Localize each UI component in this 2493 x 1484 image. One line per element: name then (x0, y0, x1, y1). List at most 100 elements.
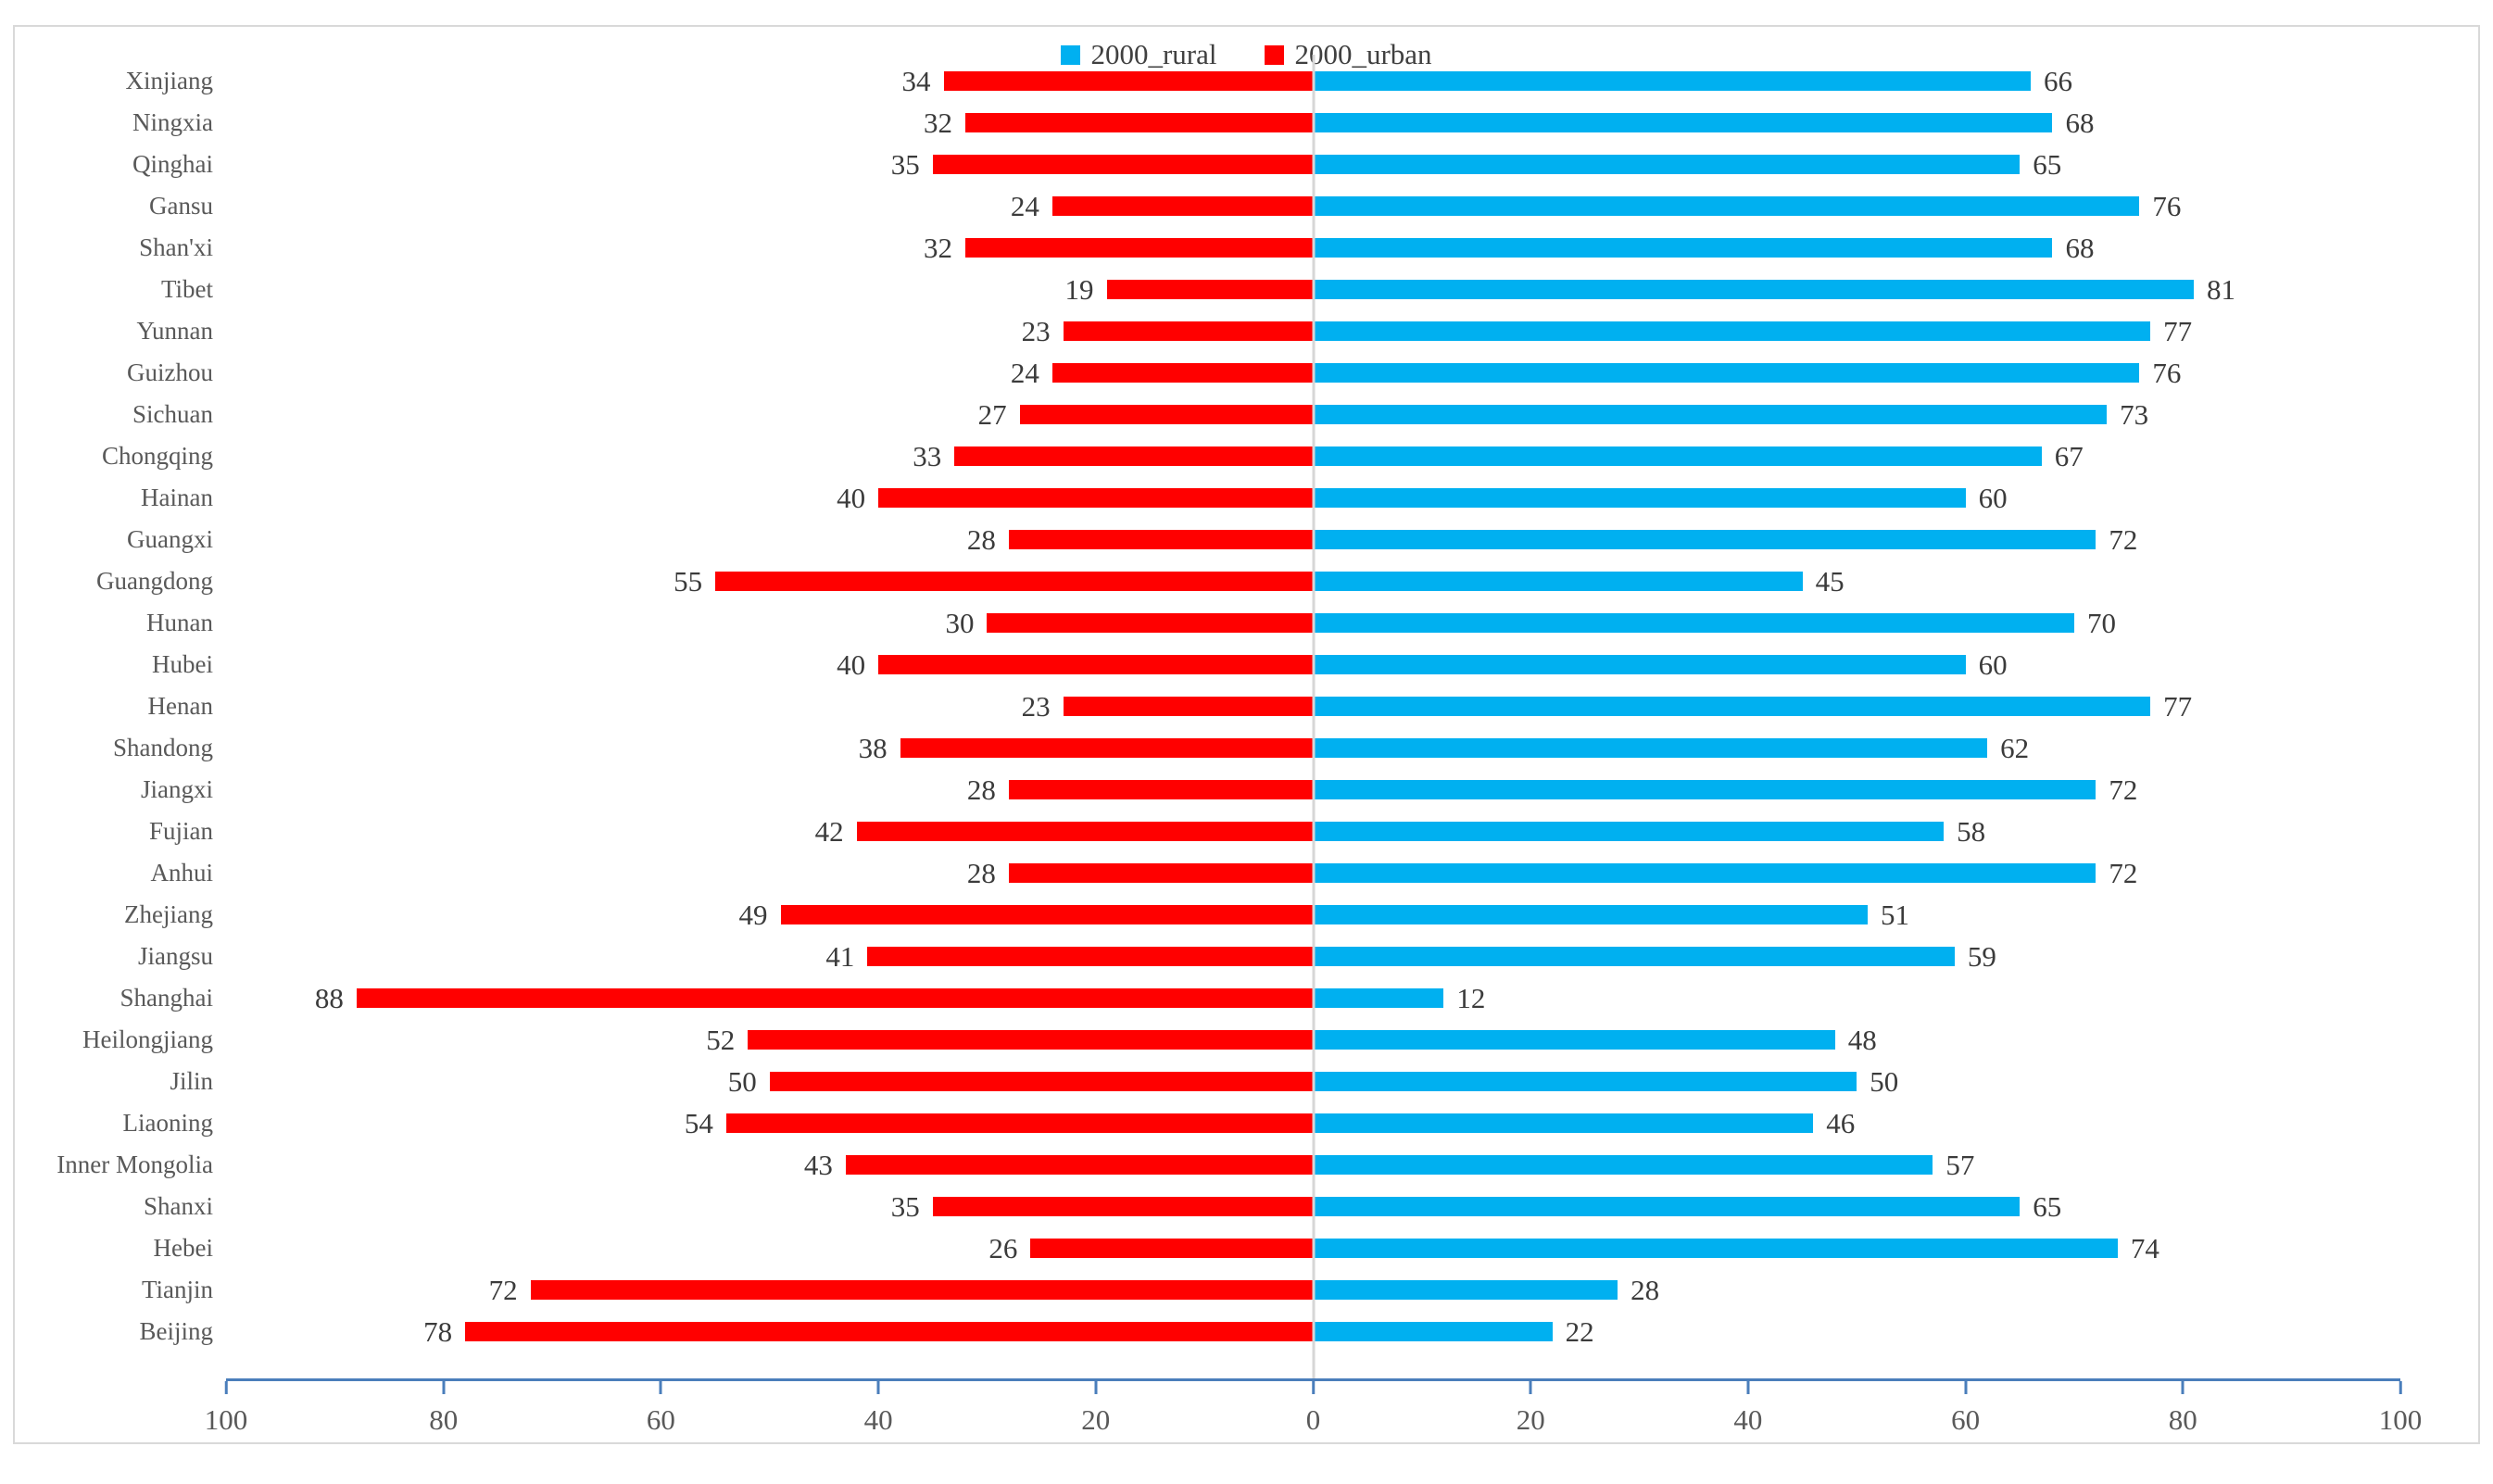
rural-bar (1313, 780, 2096, 799)
rural-value-label: 58 (1957, 815, 1986, 848)
province-label: Shanghai (120, 984, 214, 1012)
tick-label: 60 (1951, 1403, 1981, 1436)
tick-label: 80 (429, 1403, 459, 1436)
province-label: Hunan (146, 609, 213, 636)
chart-row: Guizhou 24 76 (15, 352, 2478, 394)
row-plot: 35 65 (226, 1186, 2400, 1227)
chart-row: Heilongjiang 52 48 (15, 1019, 2478, 1061)
rural-bar (1313, 655, 1966, 674)
province-label: Heilongjiang (82, 1025, 213, 1053)
chart-rows: Xinjiang 34 66 Ningxia 32 68 Qinghai 35 … (15, 55, 2478, 1378)
urban-bar (1106, 280, 1314, 299)
tick-label: 20 (1516, 1403, 1545, 1436)
urban-bar (932, 1197, 1314, 1216)
urban-bar (954, 446, 1314, 466)
rural-bar (1313, 988, 1444, 1008)
urban-value-label: 40 (837, 482, 866, 514)
province-label: Tianjin (141, 1276, 213, 1303)
urban-value-label: 23 (1021, 315, 1051, 347)
rural-bar (1313, 905, 1868, 924)
chart-frame: 2000_rural 2000_urban Xinjiang 34 66 Nin… (13, 25, 2480, 1444)
rural-bar (1313, 321, 2151, 341)
tick-label: 20 (1081, 1403, 1111, 1436)
rural-value-label: 76 (2152, 357, 2182, 389)
row-plot: 54 46 (226, 1102, 2400, 1144)
rural-value-label: 45 (1815, 565, 1845, 597)
urban-bar (769, 1072, 1314, 1091)
rural-value-label: 59 (1967, 940, 1996, 973)
rural-value-label: 57 (1945, 1149, 1975, 1181)
tick-mark (2181, 1381, 2185, 1394)
chart-row: Fujian 42 58 (15, 811, 2478, 852)
urban-bar (748, 1030, 1314, 1050)
row-plot: 41 59 (226, 936, 2400, 977)
chart-row: Jilin 50 50 (15, 1061, 2478, 1102)
rural-bar (1313, 697, 2151, 716)
urban-bar (1051, 363, 1314, 383)
tick-mark (1964, 1381, 1968, 1394)
rural-value-label: 46 (1826, 1107, 1856, 1139)
urban-bar (900, 738, 1314, 758)
chart-row: Tianjin 72 28 (15, 1269, 2478, 1311)
urban-value-label: 88 (314, 982, 344, 1014)
rural-value-label: 72 (2109, 857, 2138, 889)
province-label: Hainan (141, 484, 213, 511)
chart-row: Henan 23 77 (15, 685, 2478, 727)
row-plot: 55 45 (226, 560, 2400, 602)
tick-mark (1529, 1381, 1532, 1394)
rural-value-label: 73 (2120, 398, 2149, 431)
tick-mark (2399, 1381, 2402, 1394)
row-plot: 28 72 (226, 852, 2400, 894)
chart-row: Guangdong 55 45 (15, 560, 2478, 602)
row-plot: 35 65 (226, 144, 2400, 185)
urban-value-label: 49 (738, 899, 768, 931)
chart-legend: 2000_rural 2000_urban (15, 38, 2478, 71)
x-axis-tick: 80 (2169, 1378, 2197, 1437)
row-plot: 26 74 (226, 1227, 2400, 1269)
x-axis-tick: 20 (1517, 1378, 1545, 1437)
row-plot: 30 70 (226, 602, 2400, 644)
province-label: Chongqing (101, 442, 213, 470)
row-plot: 42 58 (226, 811, 2400, 852)
rural-value-label: 22 (1565, 1315, 1594, 1348)
row-plot: 24 76 (226, 352, 2400, 394)
chart-row: Guangxi 28 72 (15, 519, 2478, 560)
rural-bar (1313, 488, 1966, 508)
rural-value-label: 66 (2044, 65, 2072, 97)
rural-bar (1313, 530, 2096, 549)
chart-row: Yunnan 23 77 (15, 310, 2478, 352)
province-label: Xinjiang (125, 67, 214, 94)
rural-bar (1313, 1280, 1618, 1300)
urban-bar (530, 1280, 1314, 1300)
province-label: Yunnan (136, 317, 214, 345)
province-label: Shandong (113, 734, 213, 761)
province-label: Beijing (139, 1317, 214, 1345)
rural-bar (1313, 113, 2053, 132)
rural-bar (1313, 446, 2042, 466)
rural-value-label: 77 (2163, 315, 2193, 347)
urban-bar (1030, 1239, 1314, 1258)
urban-value-label: 19 (1064, 273, 1094, 306)
urban-value-label: 23 (1021, 690, 1051, 723)
legend-label-rural: 2000_rural (1090, 38, 1217, 70)
urban-bar (932, 155, 1314, 174)
urban-value-label: 42 (814, 815, 844, 848)
rural-value-label: 65 (2033, 148, 2062, 181)
x-axis-tick: 100 (2379, 1378, 2422, 1437)
chart-row: Hubei 40 60 (15, 644, 2478, 685)
chart-row: Sichuan 27 73 (15, 394, 2478, 435)
urban-bar (1051, 196, 1314, 216)
tick-mark (659, 1381, 662, 1394)
urban-value-label: 28 (966, 857, 996, 889)
row-plot: 33 67 (226, 435, 2400, 477)
urban-value-label: 35 (890, 1190, 920, 1223)
chart-row: Xinjiang 34 66 (15, 60, 2478, 102)
urban-value-label: 27 (977, 398, 1007, 431)
tick-label: 0 (1305, 1403, 1321, 1436)
tick-mark (224, 1381, 228, 1394)
urban-bar (1019, 405, 1314, 424)
urban-bar (1063, 697, 1314, 716)
rural-bar (1313, 1239, 2118, 1258)
tick-label: 40 (1733, 1403, 1763, 1436)
rural-bar (1313, 822, 1945, 841)
